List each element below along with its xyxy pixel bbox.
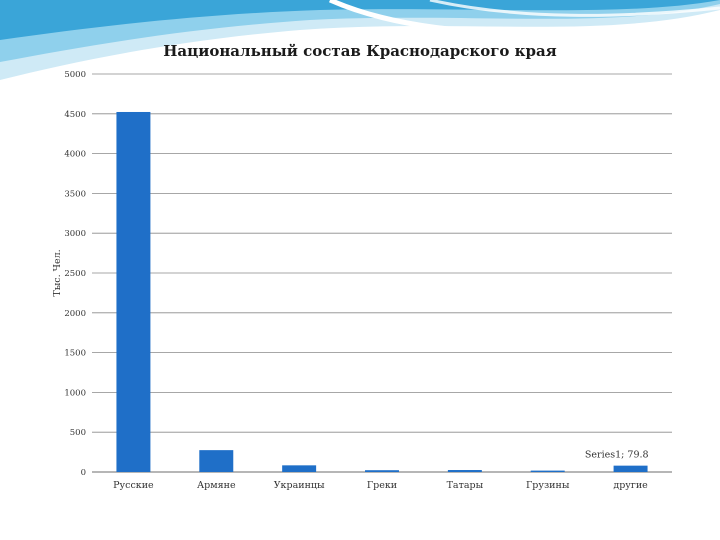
data-label-annotation: Series1; 79.8 <box>585 450 649 461</box>
y-tick-label: 1000 <box>64 388 86 398</box>
bar-1 <box>116 111 151 472</box>
y-tick-labels: 0 500 1000 1500 2000 2500 3000 3500 4000 4500 5000 <box>64 70 86 478</box>
y-tick-label: 1500 <box>64 349 86 359</box>
gridlines <box>92 73 672 473</box>
bar-3 <box>282 465 317 472</box>
y-axis-label: Тыс. Чел. <box>52 249 63 296</box>
x-tick-label: Украинцы <box>274 480 325 491</box>
y-tick-label: 2500 <box>64 269 86 279</box>
chart-title: Национальный состав Краснодарского края <box>163 42 557 60</box>
y-tick-label: 5000 <box>64 70 86 80</box>
wave-white-stroke <box>328 0 720 37</box>
bars <box>116 111 648 472</box>
bar-6 <box>530 470 565 472</box>
x-tick-labels: Русские Армяне Украинцы Греки Татары Грузины д… <box>113 480 648 491</box>
y-tick-label: 4000 <box>64 150 86 160</box>
wave-white-stroke-2 <box>429 0 720 17</box>
bar-4 <box>365 470 399 472</box>
x-tick-label: другие <box>613 480 648 491</box>
x-tick-label: Татары <box>447 480 484 491</box>
bar-2 <box>199 450 234 472</box>
bar-5 <box>447 470 482 472</box>
y-tick-label: 0 <box>81 468 86 478</box>
bar-7 <box>613 465 648 472</box>
header-wave-decoration <box>0 0 720 80</box>
y-tick-label: 3000 <box>64 229 86 239</box>
y-tick-label: 4500 <box>64 110 86 120</box>
y-tick-label: 2000 <box>64 309 86 319</box>
wave-dark-band <box>0 0 720 40</box>
y-tick-label: 3500 <box>64 189 86 199</box>
y-tick-label: 500 <box>70 428 86 438</box>
x-tick-label: Грузины <box>526 480 570 491</box>
x-tick-label: Русские <box>113 480 154 491</box>
x-tick-label: Армяне <box>197 480 236 491</box>
x-tick-label: Греки <box>367 480 397 491</box>
